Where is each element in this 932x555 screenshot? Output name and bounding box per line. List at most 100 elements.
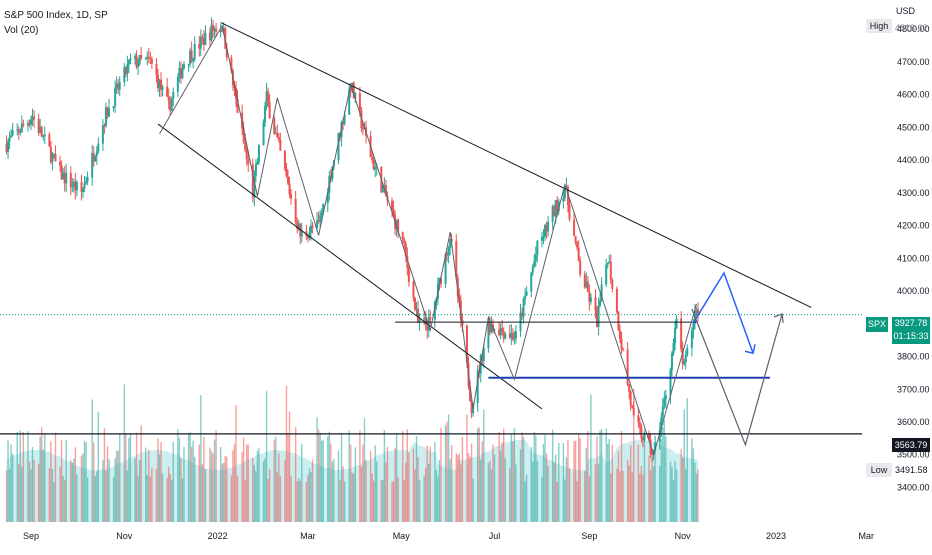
candle-body	[608, 261, 611, 263]
price-tick-label: 3800.00	[897, 352, 930, 362]
volume-bar	[21, 466, 23, 522]
candle-body	[170, 98, 173, 111]
volume-bar	[652, 466, 655, 522]
candle-body	[525, 291, 528, 296]
volume-bar	[255, 471, 257, 522]
volume-bar	[605, 428, 607, 522]
volume-bar	[114, 457, 116, 522]
last-price-value: 3927.78	[894, 318, 928, 328]
volume-bar	[106, 446, 109, 522]
volume-bar	[82, 453, 84, 522]
candle-body	[606, 262, 609, 265]
volume-bar	[201, 464, 204, 522]
volume-bar	[461, 437, 464, 522]
candle-body	[134, 55, 137, 59]
candle-body	[138, 54, 141, 65]
volume-bar	[458, 453, 461, 522]
candle-body	[524, 295, 527, 299]
volume-bar	[596, 436, 598, 522]
volume-bar	[519, 449, 522, 522]
candle-body	[617, 311, 620, 331]
volume-bar	[71, 462, 74, 522]
candle-body	[236, 98, 239, 113]
candle-body	[72, 181, 75, 186]
volume-bar	[610, 473, 612, 522]
volume-bar	[138, 460, 141, 522]
candle-body	[317, 220, 320, 222]
candle-body	[7, 141, 10, 152]
volume-bar	[8, 468, 11, 522]
candle-body	[348, 89, 351, 115]
volume-bar	[509, 467, 511, 522]
volume-bar	[533, 431, 535, 522]
candle-body	[182, 64, 185, 69]
volume-bar	[157, 438, 159, 522]
volume-bar	[221, 463, 223, 522]
volume-bar	[608, 438, 610, 522]
candle-body	[536, 240, 539, 255]
candle-body	[150, 58, 153, 64]
symbol-badge[interactable]: SPX	[866, 317, 888, 332]
candle-body	[33, 116, 36, 119]
candle-body	[71, 185, 74, 188]
volume-bar	[607, 443, 609, 522]
volume-bar	[515, 464, 517, 522]
volume-bar	[285, 385, 288, 522]
candle-body	[31, 116, 34, 121]
volume-bar	[512, 441, 514, 522]
candle-body	[20, 123, 23, 133]
volume-bar	[351, 472, 353, 522]
low-label-badge: Low	[866, 463, 892, 477]
price-tick-label: 4800.00	[897, 24, 930, 34]
volume-bar	[294, 427, 297, 522]
volume-bar	[242, 437, 245, 522]
price-axis-background	[862, 0, 932, 550]
candle-body	[156, 75, 159, 89]
volume-bar	[53, 481, 55, 522]
volume-bar	[149, 476, 152, 522]
volume-bar	[189, 432, 191, 522]
candle-body	[433, 301, 436, 320]
candle-body	[37, 118, 40, 133]
candle-body	[690, 330, 693, 348]
candle-body	[202, 38, 205, 45]
time-tick-label: Nov	[675, 531, 692, 541]
volume-bar	[343, 481, 346, 522]
candle-body	[112, 105, 115, 108]
volume-bar	[198, 444, 200, 522]
candle-body	[423, 317, 426, 320]
volume-bar	[140, 425, 142, 522]
volume-bar	[342, 466, 344, 522]
volume-bar	[103, 428, 106, 522]
volume-bar	[541, 476, 543, 522]
currency-label: USD	[896, 6, 916, 16]
candle-body	[695, 309, 698, 311]
candle-body	[62, 172, 65, 180]
candle-body	[254, 164, 257, 177]
volume-bar	[112, 476, 115, 522]
volume-bar	[267, 479, 269, 522]
time-tick-label: Mar	[300, 531, 316, 541]
volume-bar	[151, 468, 153, 522]
candle-body	[247, 159, 250, 165]
last-price-badge[interactable]: 3927.78 01:15:33	[892, 317, 930, 344]
candle-body	[568, 205, 571, 220]
candle-body	[308, 232, 311, 239]
candle-body	[594, 297, 597, 311]
candle-body	[476, 370, 479, 404]
candle-body	[565, 186, 568, 189]
candle-body	[551, 206, 554, 222]
volume-bar	[264, 458, 266, 522]
candle-body	[640, 426, 643, 438]
volume-bar	[74, 447, 77, 522]
volume-bar	[490, 469, 493, 522]
volume-bar	[691, 438, 693, 522]
candle-body	[144, 58, 147, 60]
volume-bar	[434, 441, 436, 522]
candle-body	[490, 324, 493, 333]
volume-bar	[371, 473, 373, 522]
volume-bar	[210, 451, 213, 522]
candle-body	[557, 201, 560, 212]
